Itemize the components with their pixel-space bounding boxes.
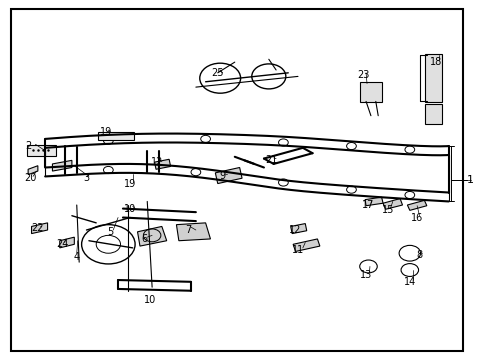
Text: 10: 10	[124, 203, 136, 213]
Text: 12: 12	[150, 157, 163, 167]
FancyBboxPatch shape	[98, 132, 133, 140]
Polygon shape	[60, 237, 74, 248]
FancyBboxPatch shape	[27, 145, 56, 156]
Polygon shape	[382, 199, 402, 209]
FancyBboxPatch shape	[425, 54, 441, 103]
Polygon shape	[137, 226, 166, 246]
Polygon shape	[215, 167, 242, 184]
Text: 19: 19	[124, 179, 136, 189]
Text: 19: 19	[100, 127, 112, 137]
Text: 15: 15	[381, 205, 393, 215]
Text: 8: 8	[416, 250, 422, 260]
Polygon shape	[31, 223, 47, 234]
Text: 25: 25	[211, 68, 224, 78]
Text: 14: 14	[403, 277, 415, 287]
Text: 21: 21	[264, 156, 277, 165]
Text: 12: 12	[289, 225, 301, 235]
Text: 17: 17	[362, 200, 374, 210]
Text: 2: 2	[25, 141, 31, 151]
Text: 5: 5	[107, 227, 114, 237]
Text: 3: 3	[83, 173, 89, 183]
Polygon shape	[176, 223, 210, 241]
Text: 9: 9	[219, 171, 225, 181]
Text: 11: 11	[291, 245, 304, 255]
Text: 23: 23	[357, 69, 369, 80]
Polygon shape	[28, 166, 38, 175]
Polygon shape	[407, 201, 426, 210]
Polygon shape	[292, 239, 319, 251]
FancyBboxPatch shape	[359, 82, 381, 103]
Text: 18: 18	[429, 57, 442, 67]
Text: 13: 13	[359, 270, 371, 280]
FancyBboxPatch shape	[425, 104, 441, 124]
Text: 10: 10	[143, 295, 156, 305]
Text: 4: 4	[74, 252, 80, 262]
Text: 22: 22	[32, 223, 44, 233]
Text: 20: 20	[24, 173, 37, 183]
Polygon shape	[365, 197, 382, 206]
Text: 6: 6	[142, 234, 147, 244]
Text: 1: 1	[466, 175, 473, 185]
Polygon shape	[154, 159, 170, 169]
Text: 24: 24	[56, 239, 68, 249]
Text: 7: 7	[185, 225, 191, 235]
Text: 16: 16	[410, 212, 423, 222]
Polygon shape	[290, 224, 306, 234]
Polygon shape	[52, 160, 72, 171]
